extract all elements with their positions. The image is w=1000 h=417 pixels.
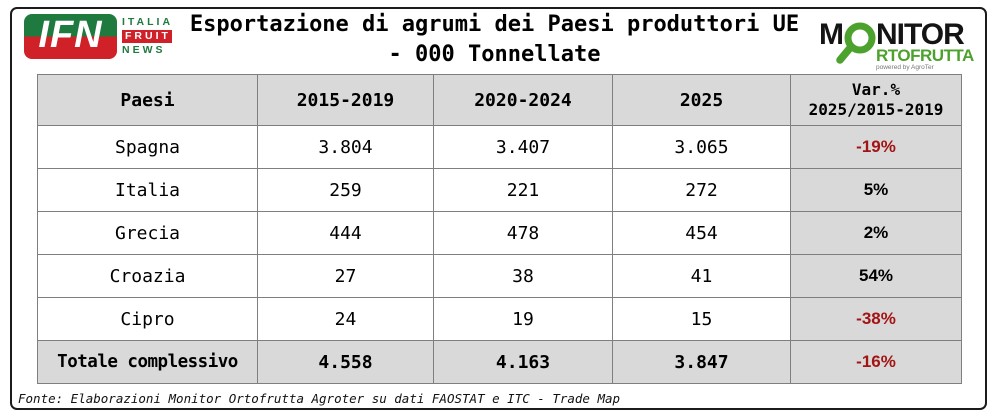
value-cell: 259 — [257, 168, 434, 212]
value-cell: 24 — [257, 297, 434, 341]
var-percent-cell: 5% — [790, 168, 962, 212]
col-header-var: Var.% 2025/2015-2019 — [790, 74, 962, 126]
value-cell: 272 — [612, 168, 791, 212]
col-header-2015-2019: 2015-2019 — [257, 74, 434, 126]
ifn-badge-icon: IFN — [24, 14, 117, 59]
value-cell: 15 — [612, 297, 791, 341]
infographic-frame: IFN ITALIA FRUIT NEWS Esportazione di ag… — [10, 7, 987, 410]
country-cell: Totale complessivo — [37, 340, 258, 384]
monitor-ortofrutta-logo: M NITOR RTOFRUTTA powered by AgroTer — [819, 18, 975, 71]
var-percent-cell: -19% — [790, 125, 962, 169]
table-total-row: Totale complessivo 4.558 4.163 3.847 -16% — [37, 340, 962, 384]
value-cell: 27 — [257, 254, 434, 298]
col-header-var-line2: 2025/2015-2019 — [808, 100, 944, 119]
magnifier-handle-icon — [836, 44, 854, 64]
page-title-line1: Esportazione di agrumi dei Paesi produtt… — [189, 12, 800, 37]
source-note: Fonte: Elaborazioni Monitor Ortofrutta A… — [18, 391, 621, 406]
col-header-2020-2024: 2020-2024 — [433, 74, 613, 126]
export-table: Paesi 2015-2019 2020-2024 2025 Var.% 202… — [37, 74, 962, 384]
monitor-word-nitor: NITOR — [876, 18, 965, 51]
monitor-letter-m: M — [819, 18, 844, 51]
col-header-paesi: Paesi — [37, 74, 258, 126]
value-cell: 4.163 — [433, 340, 613, 384]
page-title: Esportazione di agrumi dei Paesi produtt… — [182, 10, 807, 69]
value-cell: 478 — [433, 211, 613, 255]
var-percent-cell: -38% — [790, 297, 962, 341]
table-header-row: Paesi 2015-2019 2020-2024 2025 Var.% 202… — [37, 74, 962, 126]
country-cell: Grecia — [37, 211, 258, 255]
header-band: IFN ITALIA FRUIT NEWS Esportazione di ag… — [12, 9, 985, 75]
ifn-wordmark: ITALIA FRUIT NEWS — [122, 17, 173, 56]
magnifier-lens-icon — [844, 22, 876, 54]
var-percent-cell: 54% — [790, 254, 962, 298]
value-cell: 4.558 — [257, 340, 434, 384]
value-cell: 221 — [433, 168, 613, 212]
value-cell: 3.804 — [257, 125, 434, 169]
value-cell: 38 — [433, 254, 613, 298]
value-cell: 3.847 — [612, 340, 791, 384]
ifn-word-news: NEWS — [122, 44, 166, 57]
table-row: Croazia 27 38 41 54% — [37, 254, 962, 298]
country-cell: Cipro — [37, 297, 258, 341]
value-cell: 3.065 — [612, 125, 791, 169]
value-cell: 454 — [612, 211, 791, 255]
table-row: Italia 259 221 272 5% — [37, 168, 962, 212]
country-cell: Croazia — [37, 254, 258, 298]
ifn-logo: IFN ITALIA FRUIT NEWS — [24, 14, 173, 59]
table-row: Cipro 24 19 15 -38% — [37, 297, 962, 341]
value-cell: 3.407 — [433, 125, 613, 169]
var-percent-cell: -16% — [790, 340, 962, 384]
col-header-2025: 2025 — [612, 74, 791, 126]
value-cell: 41 — [612, 254, 791, 298]
table-body: Spagna 3.804 3.407 3.065 -19% Italia 259 221 272… — [37, 125, 962, 384]
ifn-word-italia: ITALIA — [122, 16, 174, 29]
page-title-line2: - 000 Tonnellate — [388, 41, 601, 67]
value-cell: 19 — [433, 297, 613, 341]
value-cell: 444 — [257, 211, 434, 255]
monitor-powered-by: powered by AgroTer — [876, 64, 935, 71]
country-cell: Spagna — [37, 125, 258, 169]
table-row: Grecia 444 478 454 2% — [37, 211, 962, 255]
ifn-acronym: IFN — [38, 13, 103, 56]
col-header-var-line1: Var.% — [851, 80, 901, 99]
table-row: Spagna 3.804 3.407 3.065 -19% — [37, 125, 962, 169]
country-cell: Italia — [37, 168, 258, 212]
var-percent-cell: 2% — [790, 211, 962, 255]
ifn-word-fruit: FRUIT — [122, 29, 172, 44]
monitor-word-rtofrutta: RTOFRUTTA — [876, 46, 974, 65]
table-header: Paesi 2015-2019 2020-2024 2025 Var.% 202… — [37, 74, 962, 126]
